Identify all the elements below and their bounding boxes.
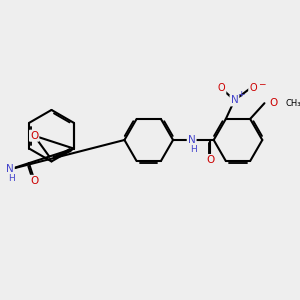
Text: +: +: [237, 89, 244, 98]
Text: −: −: [258, 80, 266, 88]
Text: N: N: [6, 164, 14, 174]
Text: N: N: [230, 95, 238, 105]
Text: O: O: [31, 176, 39, 186]
Text: O: O: [30, 131, 38, 141]
Text: O: O: [206, 155, 214, 165]
Text: O: O: [249, 83, 257, 93]
Text: O: O: [269, 98, 277, 108]
Text: CH₃: CH₃: [285, 99, 300, 108]
Text: H: H: [190, 145, 196, 154]
Text: H: H: [8, 174, 15, 183]
Text: O: O: [218, 83, 225, 93]
Text: N: N: [188, 135, 196, 145]
